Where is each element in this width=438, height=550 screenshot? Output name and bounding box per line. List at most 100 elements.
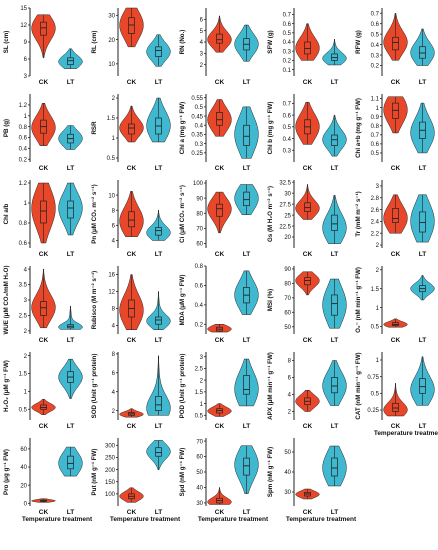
x-tick-label: LT (331, 423, 338, 430)
y-tick-label: 8 (112, 307, 116, 313)
iqr-box (128, 17, 135, 34)
y-tick-label: 90 (196, 196, 203, 202)
y-tick-label: 12 (20, 23, 27, 29)
y-axis-label: Spm (nM g⁻¹ FW) (267, 447, 274, 497)
y-axis-label: Spd (nM g⁻¹ FW) (179, 448, 186, 497)
x-tick-label: CK (215, 79, 225, 86)
y-tick-label: 0.6 (371, 22, 380, 28)
iqr-box (331, 53, 338, 61)
iqr-box (419, 378, 426, 394)
x-tick-label: CK (39, 251, 49, 258)
x-tick-label: LT (155, 165, 162, 172)
y-tick-label: 70 (196, 227, 203, 233)
y-tick-label: 3 (200, 355, 204, 361)
chart-panel: 0.5 1 1.5 2 O₂⁻ (nM min⁻¹ g⁻¹ FW) CK LT (355, 266, 435, 344)
x-tick-label: LT (243, 79, 250, 86)
y-tick-label: 150 (105, 480, 116, 486)
y-axis-label: PB (g) (3, 119, 10, 137)
violin-ck (207, 191, 232, 234)
y-axis-label: O₂⁻ (nM min⁻¹ g⁻¹ FW) (355, 267, 362, 333)
violin-ck (119, 274, 144, 330)
y-tick-label: 0.3 (371, 53, 380, 59)
y-tick-label: 20 (284, 235, 291, 241)
chart-panel: 2 4 6 8 SOD (Unit g⁻¹ protein) CK LT (91, 352, 171, 430)
iqr-box (128, 123, 135, 135)
iqr-box (155, 227, 162, 236)
y-tick-label: 0.3 (283, 49, 292, 55)
y-tick-label: 0.5 (195, 414, 204, 420)
x-tick-label: LT (155, 251, 162, 258)
y-tick-label: 16 (108, 273, 115, 279)
x-tick-label: LT (419, 423, 426, 430)
iqr-box (155, 46, 162, 57)
y-axis-label: POD (Unit g⁻¹ protein) (179, 354, 186, 419)
x-tick-label: LT (331, 251, 338, 258)
y-tick-label: 1 (24, 114, 28, 120)
violin-ck (207, 403, 232, 417)
y-tick-label: 0.5 (195, 105, 204, 111)
y-tick-label: 60 (196, 242, 203, 248)
y-tick-label: 1.5 (107, 116, 116, 122)
violin-ck (295, 101, 320, 145)
iqr-box (67, 57, 74, 66)
y-tick-label: 90 (284, 267, 291, 273)
y-tick-label: 1 (376, 358, 380, 364)
y-tick-label: 6 (200, 18, 204, 24)
y-tick-label: 2 (200, 63, 204, 69)
x-tick-label: CK (303, 251, 313, 258)
y-tick-label: 0.8 (195, 264, 204, 270)
violin-lt (58, 358, 83, 399)
y-tick-label: 10 (108, 62, 115, 68)
iqr-box (392, 102, 399, 119)
y-tick-label: 15 (20, 6, 27, 12)
x-tick-label: CK (39, 79, 49, 86)
y-tick-label: 0.8 (371, 124, 380, 130)
y-tick-label: 2 (376, 268, 380, 274)
y-tick-label: 0.2 (283, 59, 292, 65)
y-tick-label: 20 (20, 483, 27, 489)
x-tick-label: CK (303, 509, 313, 516)
y-tick-label: 0.9 (371, 115, 380, 121)
y-axis-label: RL (cm) (91, 31, 98, 54)
x-tick-label: LT (419, 79, 426, 86)
y-tick-label: 2 (376, 243, 380, 249)
y-axis-label: Rubisco (M m⁻² s⁻¹) (91, 271, 98, 329)
y-tick-label: 40 (20, 465, 27, 471)
y-tick-label: 8 (288, 359, 292, 365)
chart-panel: 0.5 1 1.5 2 2.5 3 POD (Unit g⁻¹ protein) CK LT (179, 352, 259, 430)
y-tick-label: 0.2 (19, 157, 28, 163)
iqr-box (419, 211, 426, 233)
x-tick-label: LT (243, 509, 250, 516)
violin-ck (119, 191, 144, 237)
y-tick-label: 0.7 (371, 11, 380, 17)
iqr-box (155, 447, 162, 457)
y-tick-label: 0.6 (19, 136, 28, 142)
iqr-box (216, 33, 223, 44)
y-tick-label: 0 (24, 501, 28, 507)
y-tick-label: 0.5 (371, 392, 380, 398)
x-tick-label: LT (419, 251, 426, 258)
y-tick-label: 0.35 (191, 133, 203, 139)
y-tick-label: 200 (105, 468, 116, 474)
violin-lt (58, 125, 83, 150)
violin-ck (31, 398, 56, 415)
chart-panel: 60 70 80 90 100 Ci (μM CO₂ m⁻² s⁻¹) CK LT (179, 180, 259, 258)
y-tick-label: 12 (108, 290, 115, 296)
y-axis-label: H₂O₂ (μM g⁻¹ FW) (3, 360, 10, 412)
y-tick-label: 6 (112, 371, 116, 377)
y-tick-label: 3 (24, 74, 28, 80)
iqr-box (40, 200, 47, 224)
y-tick-label: 30 (108, 13, 115, 19)
y-tick-label: 4 (112, 390, 116, 396)
y-tick-label: 4 (112, 239, 116, 245)
chart-panel: 0.2 0.4 0.6 0.8 1 1.2 PB (g) CK LT (3, 94, 83, 172)
y-tick-label: 27.5 (279, 202, 291, 208)
y-tick-label: 0.75 (367, 375, 379, 381)
iqr-box (331, 214, 338, 231)
y-tick-label: 1.5 (371, 287, 380, 293)
x-tick-label: CK (215, 337, 225, 344)
y-tick-label: 0.5 (371, 151, 380, 157)
x-tick-label: LT (155, 509, 162, 516)
chart-panel: 3 6 9 12 15 SL (cm) CK LT (3, 6, 83, 86)
y-axis-label: APX (μM min⁻¹ g⁻¹ FW) (267, 352, 274, 420)
